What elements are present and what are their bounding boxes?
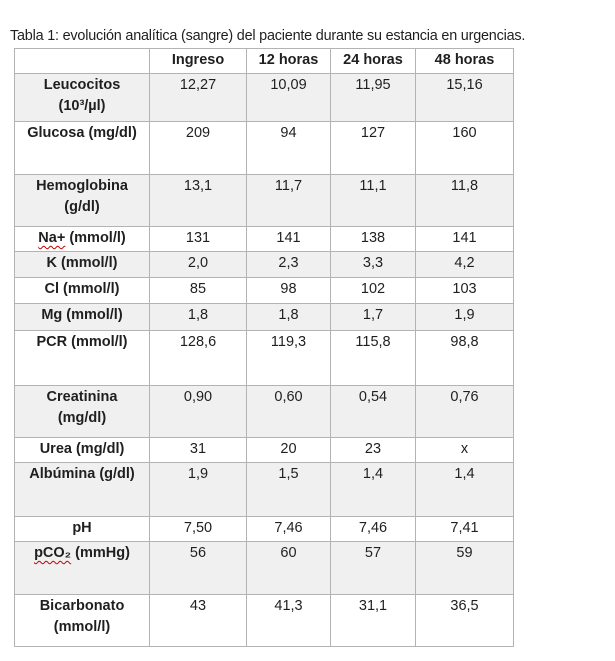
value-cell: 127 (330, 121, 416, 175)
table-row-glucosa-mg-dl: Glucosa (mg/dl) 209 94 127 160 (14, 121, 514, 175)
row-label: pCO₂ (mmHg) (14, 541, 150, 595)
table-row-urea-mg-dl: Urea (mg/dl) 31 20 23 x (14, 437, 514, 463)
table-row-pcr-mmol-l: PCR (mmol/l) 128,6 119,3 115,8 98,8 (14, 330, 514, 386)
value-cell: 1,4 (415, 462, 514, 517)
value-cell: 98 (246, 277, 331, 304)
value-cell: 94 (246, 121, 331, 175)
table-row-k-mmol-l: K (mmol/l) 2,0 2,3 3,3 4,2 (14, 251, 514, 278)
value-cell: 36,5 (415, 594, 514, 647)
table-row-ph: pH 7,50 7,46 7,46 7,41 (14, 516, 514, 542)
value-cell: 119,3 (246, 330, 331, 386)
row-label: PCR (mmol/l) (14, 330, 150, 386)
value-cell: 11,7 (246, 174, 331, 227)
table-row-pco-mmhg: pCO₂ (mmHg) 56 60 57 59 (14, 541, 514, 595)
header-cell-ingreso: Ingreso (149, 48, 247, 74)
value-cell: 56 (149, 541, 247, 595)
row-label: Urea (mg/dl) (14, 437, 150, 463)
value-cell: 160 (415, 121, 514, 175)
table-caption: Tabla 1: evolución analítica (sangre) de… (10, 28, 526, 45)
lab-results-table: Ingreso 12 horas 24 horas 48 horas Leucocit… (14, 48, 514, 647)
value-cell: 11,1 (330, 174, 416, 227)
table-header: Ingreso 12 horas 24 horas 48 horas (14, 48, 514, 74)
value-cell: 60 (246, 541, 331, 595)
value-cell: 7,46 (246, 516, 331, 542)
row-label: Na+ (mmol/l) (14, 226, 150, 252)
table-row-cl-mmol-l: Cl (mmol/l) 85 98 102 103 (14, 277, 514, 304)
value-cell: 1,9 (149, 462, 247, 517)
value-cell: 13,1 (149, 174, 247, 227)
value-cell: 7,41 (415, 516, 514, 542)
row-label: Creatinina (mg/dl) (14, 385, 150, 438)
value-cell: 57 (330, 541, 416, 595)
value-cell: 2,3 (246, 251, 331, 278)
row-label: Glucosa (mg/dl) (14, 121, 150, 175)
value-cell: 31,1 (330, 594, 416, 647)
value-cell: 131 (149, 226, 247, 252)
value-cell: 128,6 (149, 330, 247, 386)
value-cell: 138 (330, 226, 416, 252)
value-cell: 0,54 (330, 385, 416, 438)
value-cell: 11,95 (330, 73, 416, 122)
value-cell: 20 (246, 437, 331, 463)
header-cell-empty (14, 48, 150, 74)
value-cell: x (415, 437, 514, 463)
table-row-leucocitos: Leucocitos (10³/µl) 12,27 10,09 11,95 15,16 (14, 73, 514, 122)
value-cell: 2,0 (149, 251, 247, 278)
value-cell: 11,8 (415, 174, 514, 227)
value-cell: 141 (415, 226, 514, 252)
value-cell: 209 (149, 121, 247, 175)
header-cell-48-horas: 48 horas (415, 48, 514, 74)
value-cell: 85 (149, 277, 247, 304)
value-cell: 0,76 (415, 385, 514, 438)
value-cell: 0,60 (246, 385, 331, 438)
value-cell: 15,16 (415, 73, 514, 122)
row-label: Cl (mmol/l) (14, 277, 150, 304)
value-cell: 31 (149, 437, 247, 463)
table-row-creatinina: Creatinina (mg/dl) 0,90 0,60 0,54 0,76 (14, 385, 514, 438)
value-cell: 3,3 (330, 251, 416, 278)
table-body: Leucocitos (10³/µl) 12,27 10,09 11,95 15,16 G… (14, 73, 514, 647)
row-label: Hemoglobina (g/dl) (14, 174, 150, 227)
value-cell: 103 (415, 277, 514, 304)
value-cell: 59 (415, 541, 514, 595)
value-cell: 98,8 (415, 330, 514, 386)
value-cell: 12,27 (149, 73, 247, 122)
value-cell: 1,8 (246, 303, 331, 331)
value-cell: 1,7 (330, 303, 416, 331)
header-cell-12-horas: 12 horas (246, 48, 331, 74)
value-cell: 1,5 (246, 462, 331, 517)
value-cell: 102 (330, 277, 416, 304)
value-cell: 0,90 (149, 385, 247, 438)
row-label: K (mmol/l) (14, 251, 150, 278)
table-row-alb-mina-g-dl: Albúmina (g/dl) 1,9 1,5 1,4 1,4 (14, 462, 514, 517)
value-cell: 7,46 (330, 516, 416, 542)
table-row-mg-mmol-l: Mg (mmol/l) 1,8 1,8 1,7 1,9 (14, 303, 514, 331)
header-cell-24-horas: 24 horas (330, 48, 416, 74)
row-label: Mg (mmol/l) (14, 303, 150, 331)
table-row-hemoglobina: Hemoglobina (g/dl) 13,1 11,7 11,1 11,8 (14, 174, 514, 227)
row-label: Leucocitos (10³/µl) (14, 73, 150, 122)
value-cell: 1,4 (330, 462, 416, 517)
value-cell: 10,09 (246, 73, 331, 122)
value-cell: 1,9 (415, 303, 514, 331)
value-cell: 141 (246, 226, 331, 252)
value-cell: 41,3 (246, 594, 331, 647)
value-cell: 43 (149, 594, 247, 647)
value-cell: 115,8 (330, 330, 416, 386)
value-cell: 1,8 (149, 303, 247, 331)
value-cell: 4,2 (415, 251, 514, 278)
row-label: pH (14, 516, 150, 542)
header-row: Ingreso 12 horas 24 horas 48 horas (14, 48, 514, 74)
row-label: Bicarbonato (mmol/l) (14, 594, 150, 647)
misspelled-text: Na+ (38, 230, 66, 246)
value-cell: 23 (330, 437, 416, 463)
row-label: Albúmina (g/dl) (14, 462, 150, 517)
table-row-bicarbonato: Bicarbonato (mmol/l) 43 41,3 31,1 36,5 (14, 594, 514, 647)
table-row-na-mmol-l: Na+ (mmol/l) 131 141 138 141 (14, 226, 514, 252)
value-cell: 7,50 (149, 516, 247, 542)
misspelled-text: pCO₂ (34, 545, 72, 561)
